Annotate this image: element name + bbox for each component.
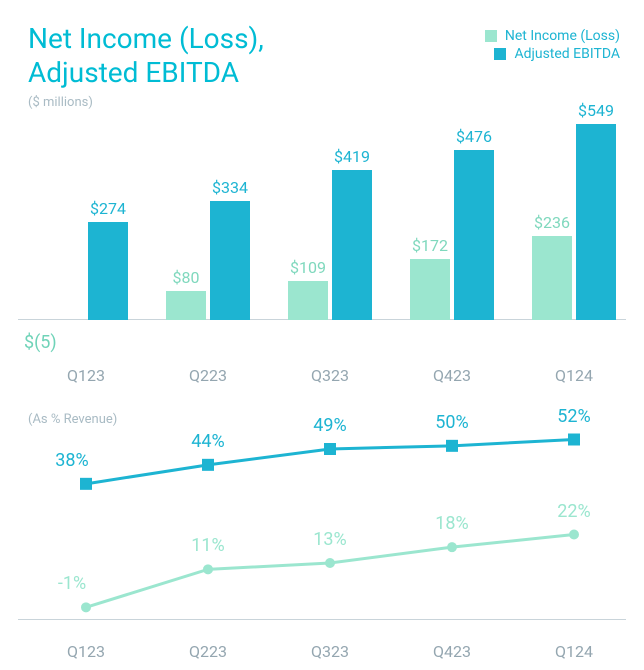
- series-point-label: -1%: [58, 573, 86, 594]
- line-xtick: Q123: [36, 642, 136, 661]
- ebitda-label: $549: [546, 101, 644, 120]
- legend-item-net: Net Income (Loss): [485, 28, 620, 44]
- series-marker: [325, 558, 335, 568]
- legend-label-net: Net Income (Loss): [505, 28, 620, 44]
- ebitda-label: $419: [302, 147, 402, 166]
- net-income-bar: [532, 236, 572, 320]
- ebitda-bar: [454, 150, 494, 320]
- ebitda-bar: [332, 170, 372, 320]
- bar-xtick: Q323: [280, 366, 380, 385]
- bar-xtick: Q124: [524, 366, 624, 385]
- chart-title: Net Income (Loss), Adjusted EBITDA: [28, 22, 264, 89]
- ebitda-bar: [210, 201, 250, 320]
- line-chart: 38%44%49%50%52%-1%11%13%18%22%: [18, 430, 626, 620]
- series-marker: [202, 459, 214, 471]
- line-xtick: Q124: [524, 642, 624, 661]
- series-marker: [324, 443, 336, 455]
- series-point-label: 11%: [191, 535, 224, 556]
- bar-xtick: Q423: [402, 366, 502, 385]
- series-point-label: 18%: [435, 513, 468, 534]
- pct-title: (As % Revenue): [28, 412, 117, 427]
- series-marker: [80, 478, 92, 490]
- line-xtick: Q323: [280, 642, 380, 661]
- negative-value-label: $(5): [24, 332, 57, 353]
- series-point-label: 50%: [435, 412, 468, 433]
- series-marker: [203, 564, 213, 574]
- series-point-label: 49%: [313, 415, 346, 436]
- legend: Net Income (Loss) Adjusted EBITDA: [485, 28, 620, 64]
- net-income-bar: [410, 259, 450, 320]
- series-point-label: 13%: [313, 529, 346, 550]
- series-point-label: 38%: [55, 450, 88, 471]
- title-line1: Net Income (Loss),: [28, 22, 264, 55]
- series-point-label: 22%: [557, 501, 590, 522]
- ebitda-label: $274: [58, 199, 158, 218]
- line-xtick: Q423: [402, 642, 502, 661]
- line-xtick: Q223: [158, 642, 258, 661]
- line-svg: [18, 430, 626, 620]
- series-point-label: 52%: [557, 406, 590, 427]
- bar-xtick: Q123: [36, 366, 136, 385]
- chart-subtitle: ($ millions): [28, 95, 264, 110]
- series-marker: [446, 440, 458, 452]
- legend-swatch-net: [485, 30, 497, 42]
- series-marker: [568, 434, 580, 446]
- series-marker: [447, 542, 457, 552]
- series-marker: [81, 602, 91, 612]
- ebitda-label: $476: [424, 127, 524, 146]
- chart-header: Net Income (Loss), Adjusted EBITDA ($ mi…: [28, 22, 264, 110]
- net-income-bar: [166, 291, 206, 320]
- net-income-bar: [288, 281, 328, 320]
- title-line2: Adjusted EBITDA: [28, 56, 239, 89]
- legend-label-ebitda: Adjusted EBITDA: [514, 46, 620, 62]
- ebitda-bar: [576, 124, 616, 320]
- series-marker: [569, 530, 579, 540]
- legend-swatch-ebitda: [494, 48, 506, 60]
- ebitda-label: $334: [180, 178, 280, 197]
- series-point-label: 44%: [191, 431, 224, 452]
- bar-xtick: Q223: [158, 366, 258, 385]
- bar-chart: $274$80$334$109$419$172$476$236$549: [18, 120, 626, 320]
- ebitda-bar: [88, 222, 128, 320]
- legend-item-ebitda: Adjusted EBITDA: [485, 46, 620, 62]
